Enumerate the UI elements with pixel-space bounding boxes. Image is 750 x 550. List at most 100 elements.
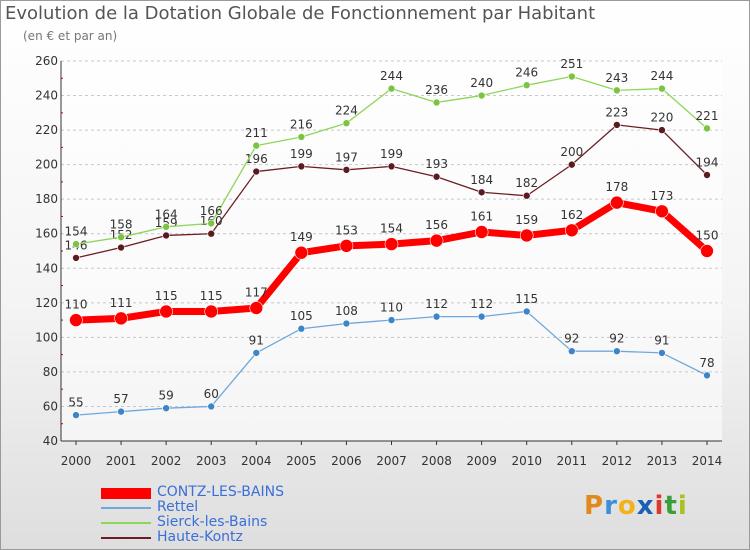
data-point-rettel xyxy=(297,324,306,333)
data-label-rettel: 112 xyxy=(425,297,448,311)
legend-swatch xyxy=(101,537,151,539)
logo-letter: t xyxy=(664,491,678,521)
data-point-rettel xyxy=(567,347,576,355)
data-label-contz-les-bains: 154 xyxy=(380,222,403,236)
data-label-haute-kontz: 199 xyxy=(290,147,313,161)
data-point-sierck-les-bains xyxy=(522,81,531,89)
legend-swatch xyxy=(101,522,151,524)
data-point-haute-kontz xyxy=(567,160,576,169)
data-label-rettel: 59 xyxy=(159,389,174,403)
data-label-sierck-les-bains: 236 xyxy=(425,83,448,97)
data-point-contz-les-bains xyxy=(519,228,534,243)
y-tick-label: 240 xyxy=(35,89,58,103)
x-tick-label: 2008 xyxy=(421,454,452,468)
legend-label: Rettel xyxy=(157,499,199,515)
data-label-rettel: 55 xyxy=(68,396,83,410)
data-point-sierck-les-bains xyxy=(567,72,576,81)
data-label-sierck-les-bains: 216 xyxy=(290,118,313,132)
data-label-haute-kontz: 194 xyxy=(696,156,719,170)
data-point-sierck-les-bains xyxy=(207,219,216,228)
data-point-rettel xyxy=(117,407,125,416)
data-point-sierck-les-bains xyxy=(342,119,351,127)
data-point-haute-kontz xyxy=(342,166,351,174)
data-point-haute-kontz xyxy=(297,162,306,171)
data-point-rettel xyxy=(387,316,396,324)
y-tick-label: 260 xyxy=(35,54,58,68)
data-point-sierck-les-bains xyxy=(387,84,396,93)
data-label-sierck-les-bains: 221 xyxy=(696,109,719,123)
data-point-sierck-les-bains xyxy=(432,98,441,107)
data-point-haute-kontz xyxy=(162,231,170,240)
legend-swatch xyxy=(101,507,151,509)
x-tick-label: 2001 xyxy=(106,454,137,468)
data-label-sierck-les-bains: 246 xyxy=(515,66,538,80)
data-point-haute-kontz xyxy=(72,254,80,262)
data-point-rettel xyxy=(477,312,486,321)
data-point-haute-kontz xyxy=(703,171,711,179)
data-label-haute-kontz: 197 xyxy=(335,150,358,164)
data-point-haute-kontz xyxy=(252,167,261,176)
data-label-rettel: 115 xyxy=(515,292,538,306)
data-label-contz-les-bains: 149 xyxy=(290,230,313,244)
data-label-contz-les-bains: 111 xyxy=(110,296,133,310)
data-point-rettel xyxy=(432,312,441,321)
data-label-rettel: 60 xyxy=(204,387,219,401)
x-tick-label: 2013 xyxy=(647,454,678,468)
data-label-sierck-les-bains: 240 xyxy=(470,76,493,90)
data-label-haute-kontz: 199 xyxy=(380,147,403,161)
data-point-haute-kontz xyxy=(613,121,621,129)
data-label-contz-les-bains: 115 xyxy=(155,289,178,303)
data-label-sierck-les-bains: 243 xyxy=(605,71,628,85)
x-tick-label: 2003 xyxy=(196,454,227,468)
data-label-contz-les-bains: 153 xyxy=(335,223,358,237)
data-label-haute-kontz: 182 xyxy=(515,176,538,190)
x-tick-label: 2000 xyxy=(61,454,92,468)
data-label-contz-les-bains: 115 xyxy=(200,289,223,303)
data-label-sierck-les-bains: 244 xyxy=(380,69,403,83)
data-label-sierck-les-bains: 166 xyxy=(200,204,223,218)
data-point-contz-les-bains xyxy=(249,301,264,315)
y-tick-label: 200 xyxy=(35,158,58,172)
data-point-haute-kontz xyxy=(387,162,396,171)
y-tick-label: 40 xyxy=(43,434,58,448)
data-point-sierck-les-bains xyxy=(162,223,170,231)
data-point-rettel xyxy=(613,347,621,355)
data-point-rettel xyxy=(522,307,531,316)
data-label-sierck-les-bains: 164 xyxy=(155,207,178,221)
x-tick-label: 2006 xyxy=(331,454,362,468)
data-label-sierck-les-bains: 158 xyxy=(110,218,133,232)
y-tick-label: 60 xyxy=(43,399,58,413)
data-point-rettel xyxy=(658,349,666,357)
data-point-contz-les-bains xyxy=(429,233,444,248)
y-tick-label: 120 xyxy=(35,296,58,310)
data-point-haute-kontz xyxy=(522,191,531,200)
data-label-sierck-les-bains: 154 xyxy=(65,225,88,239)
legend-swatch xyxy=(101,488,151,499)
logo-letter: i xyxy=(654,491,665,521)
data-point-rettel xyxy=(252,349,261,357)
data-point-contz-les-bains xyxy=(204,304,219,319)
x-tick-label: 2005 xyxy=(286,454,317,468)
data-label-rettel: 91 xyxy=(654,333,669,347)
data-label-sierck-les-bains: 211 xyxy=(245,126,268,140)
data-point-contz-les-bains xyxy=(384,237,399,251)
data-label-contz-les-bains: 117 xyxy=(245,286,268,300)
data-label-contz-les-bains: 159 xyxy=(515,213,538,227)
data-label-contz-les-bains: 162 xyxy=(560,208,583,222)
legend-label: Haute-Kontz xyxy=(157,529,243,545)
x-tick-label: 2014 xyxy=(692,454,723,468)
data-point-sierck-les-bains xyxy=(658,84,666,93)
data-point-sierck-les-bains xyxy=(297,133,306,141)
chart-title: Evolution de la Dotation Globale de Fonc… xyxy=(5,3,596,24)
data-point-sierck-les-bains xyxy=(703,124,711,133)
data-point-sierck-les-bains xyxy=(477,91,486,100)
data-point-sierck-les-bains xyxy=(72,240,80,248)
data-point-haute-kontz xyxy=(207,229,216,238)
data-point-rettel xyxy=(207,402,216,411)
data-point-contz-les-bains xyxy=(339,239,354,253)
data-label-haute-kontz: 200 xyxy=(560,145,583,159)
data-label-contz-les-bains: 156 xyxy=(425,218,448,232)
data-label-sierck-les-bains: 244 xyxy=(650,69,673,83)
data-point-contz-les-bains xyxy=(474,225,489,239)
